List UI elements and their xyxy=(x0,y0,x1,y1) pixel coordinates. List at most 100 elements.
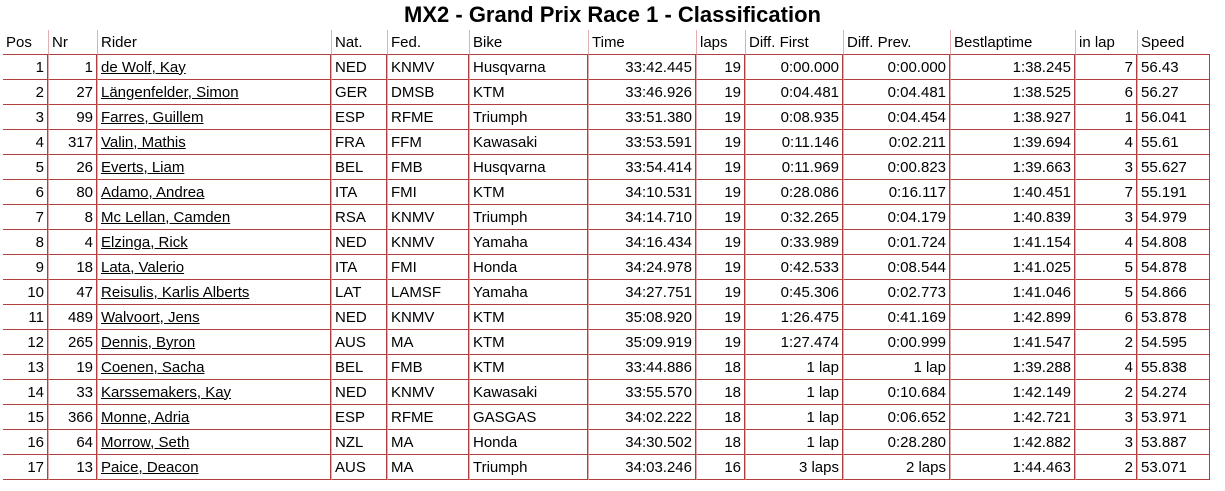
table-row: 9 18 Lata, Valerio ITA FMI Honda 34:24.978 19 0:… xyxy=(3,255,1210,280)
rider-link[interactable]: Mc Lellan, Camden xyxy=(101,208,231,226)
cell-pos: 8 xyxy=(3,230,48,255)
cell-bike: KTM xyxy=(469,330,588,355)
cell-time: 33:42.445 xyxy=(588,55,696,80)
table-row: 3 99 Farres, Guillem ESP RFME Triumph 33:51.38… xyxy=(3,105,1210,130)
cell-diff-first: 1 lap xyxy=(745,380,843,405)
cell-laps: 18 xyxy=(696,380,745,405)
cell-nr: 1 xyxy=(48,55,97,80)
cell-time: 34:03.246 xyxy=(588,455,696,480)
cell-nat: NED xyxy=(331,380,387,405)
cell-bike: KTM xyxy=(469,180,588,205)
cell-diff-prev: 0:02.773 xyxy=(843,280,950,305)
cell-in-lap: 2 xyxy=(1075,455,1137,480)
cell-speed: 55.627 xyxy=(1137,155,1210,180)
rider-link[interactable]: Valin, Mathis xyxy=(101,133,186,151)
rider-link[interactable]: Walvoort, Jens xyxy=(101,308,200,326)
cell-bestlaptime: 1:39.288 xyxy=(950,355,1075,380)
cell-time: 34:30.502 xyxy=(588,430,696,455)
cell-diff-first: 0:11.146 xyxy=(745,130,843,155)
cell-speed: 53.887 xyxy=(1137,430,1210,455)
cell-fed: LAMSF xyxy=(387,280,469,305)
rider-link[interactable]: Elzinga, Rick xyxy=(101,233,188,251)
cell-laps: 19 xyxy=(696,180,745,205)
cell-bike: Yamaha xyxy=(469,280,588,305)
cell-bike: GASGAS xyxy=(469,405,588,430)
cell-laps: 19 xyxy=(696,105,745,130)
cell-bestlaptime: 1:42.882 xyxy=(950,430,1075,455)
rider-link[interactable]: de Wolf, Kay xyxy=(101,58,186,76)
cell-diff-prev: 0:02.211 xyxy=(843,130,950,155)
cell-pos: 14 xyxy=(3,380,48,405)
cell-in-lap: 7 xyxy=(1075,180,1137,205)
table-row: 11 489 Walvoort, Jens NED KNMV KTM 35:08.920 19… xyxy=(3,305,1210,330)
cell-nr: 80 xyxy=(48,180,97,205)
rider-link[interactable]: Längenfelder, Simon xyxy=(101,83,239,101)
table-row: 7 8 Mc Lellan, Camden RSA KNMV Triumph 34:14.7… xyxy=(3,205,1210,230)
cell-laps: 19 xyxy=(696,55,745,80)
cell-rider: Lata, Valerio xyxy=(97,255,331,280)
cell-diff-first: 1 lap xyxy=(745,430,843,455)
cell-in-lap: 5 xyxy=(1075,255,1137,280)
cell-diff-prev: 1 lap xyxy=(843,355,950,380)
rider-link[interactable]: Everts, Liam xyxy=(101,158,185,176)
rider-link[interactable]: Reisulis, Karlis Alberts xyxy=(101,283,250,301)
cell-bestlaptime: 1:42.721 xyxy=(950,405,1075,430)
cell-diff-prev: 2 laps xyxy=(843,455,950,480)
cell-pos: 5 xyxy=(3,155,48,180)
cell-time: 34:10.531 xyxy=(588,180,696,205)
cell-nr: 366 xyxy=(48,405,97,430)
cell-pos: 13 xyxy=(3,355,48,380)
cell-rider: Monne, Adria xyxy=(97,405,331,430)
cell-bike: Honda xyxy=(469,430,588,455)
rider-link[interactable]: Paice, Deacon xyxy=(101,458,199,476)
rider-link[interactable]: Morrow, Seth xyxy=(101,433,190,451)
cell-speed: 54.595 xyxy=(1137,330,1210,355)
table-row: 4 317 Valin, Mathis FRA FFM Kawasaki 33:53.591… xyxy=(3,130,1210,155)
cell-bestlaptime: 1:41.025 xyxy=(950,255,1075,280)
table-row: 6 80 Adamo, Andrea ITA FMI KTM 34:10.531 19 0:28… xyxy=(3,180,1210,205)
cell-in-lap: 2 xyxy=(1075,330,1137,355)
cell-pos: 9 xyxy=(3,255,48,280)
cell-nat: ITA xyxy=(331,255,387,280)
rider-link[interactable]: Monne, Adria xyxy=(101,408,190,426)
cell-in-lap: 6 xyxy=(1075,305,1137,330)
cell-pos: 16 xyxy=(3,430,48,455)
cell-in-lap: 1 xyxy=(1075,105,1137,130)
cell-diff-prev: 0:04.179 xyxy=(843,205,950,230)
table-row: 13 19 Coenen, Sacha BEL FMB KTM 33:44.886 18 1 l… xyxy=(3,355,1210,380)
cell-bestlaptime: 1:41.154 xyxy=(950,230,1075,255)
cell-bike: Husqvarna xyxy=(469,55,588,80)
cell-time: 33:55.570 xyxy=(588,380,696,405)
rider-link[interactable]: Coenen, Sacha xyxy=(101,358,205,376)
cell-speed: 55.61 xyxy=(1137,130,1210,155)
cell-laps: 19 xyxy=(696,80,745,105)
cell-laps: 19 xyxy=(696,205,745,230)
cell-speed: 53.878 xyxy=(1137,305,1210,330)
cell-speed: 56.041 xyxy=(1137,105,1210,130)
cell-in-lap: 6 xyxy=(1075,80,1137,105)
cell-bestlaptime: 1:41.046 xyxy=(950,280,1075,305)
rider-link[interactable]: Farres, Guillem xyxy=(101,108,204,126)
cell-fed: KNMV xyxy=(387,205,469,230)
cell-rider: Everts, Liam xyxy=(97,155,331,180)
cell-time: 34:02.222 xyxy=(588,405,696,430)
rider-link[interactable]: Karssemakers, Kay xyxy=(101,383,232,401)
column-header-nat: Nat. xyxy=(331,30,387,55)
cell-in-lap: 4 xyxy=(1075,130,1137,155)
rider-link[interactable]: Dennis, Byron xyxy=(101,333,196,351)
cell-nat: NED xyxy=(331,55,387,80)
cell-nat: AUS xyxy=(331,330,387,355)
rider-link[interactable]: Adamo, Andrea xyxy=(101,183,205,201)
cell-speed: 56.27 xyxy=(1137,80,1210,105)
cell-diff-prev: 0:41.169 xyxy=(843,305,950,330)
column-header-diff-first: Diff. First xyxy=(745,30,843,55)
cell-pos: 17 xyxy=(3,455,48,480)
rider-link[interactable]: Lata, Valerio xyxy=(101,258,185,276)
cell-bike: KTM xyxy=(469,355,588,380)
cell-nr: 47 xyxy=(48,280,97,305)
cell-fed: MA xyxy=(387,455,469,480)
cell-rider: Walvoort, Jens xyxy=(97,305,331,330)
cell-nat: AUS xyxy=(331,455,387,480)
cell-rider: Mc Lellan, Camden xyxy=(97,205,331,230)
cell-speed: 53.971 xyxy=(1137,405,1210,430)
